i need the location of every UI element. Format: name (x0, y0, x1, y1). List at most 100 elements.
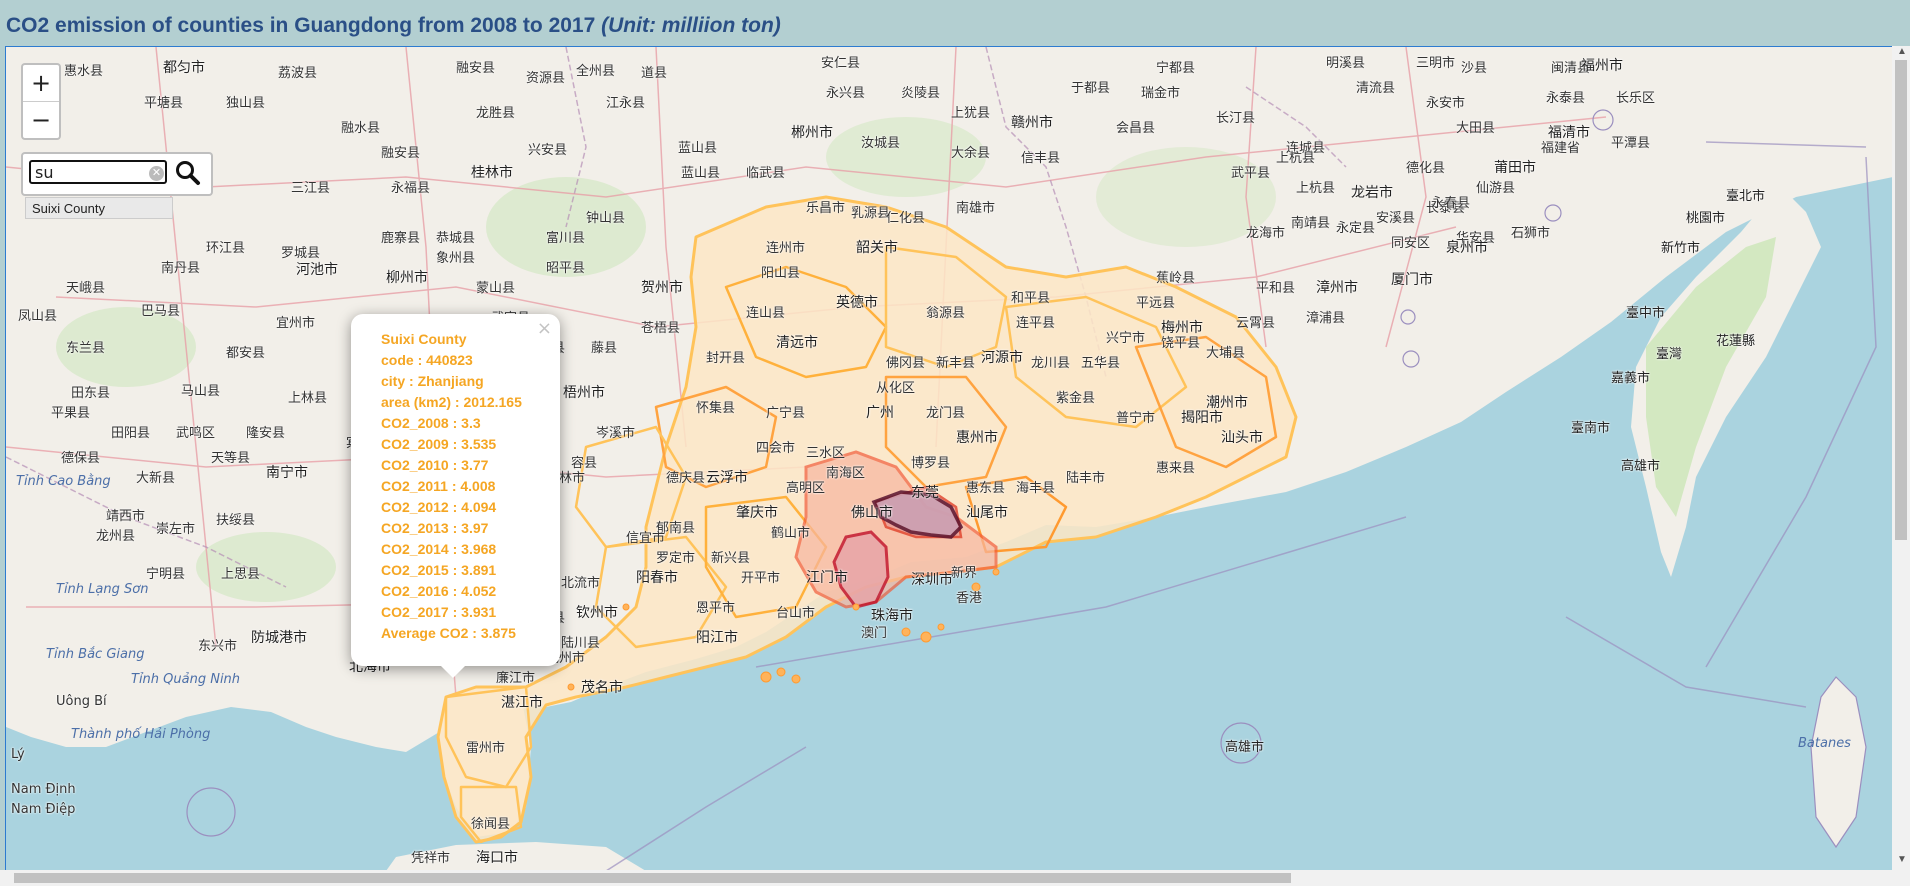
search-suggestion[interactable]: Suixi County (25, 197, 173, 219)
map-label: 岑溪市 (596, 426, 636, 441)
map-label: 鹤山市 (771, 526, 811, 541)
hainan-island (386, 842, 646, 871)
horizontal-scrollbar[interactable] (0, 870, 1910, 886)
map-label: 平果县 (51, 406, 91, 421)
map-label: 臺灣 (1656, 347, 1683, 362)
map-label: 潮州市 (1206, 395, 1248, 411)
forest-patch (56, 307, 196, 387)
map-label: 嘉義市 (1611, 371, 1651, 386)
map-view[interactable]: 都匀市 惠水县 平塘县 独山县 荔波县 融水县 融安县 龙胜县 桂林市 兴安县 … (5, 46, 1894, 872)
map-label: 罗定市 (656, 551, 696, 566)
map-label: 花蓮縣 (1716, 334, 1756, 349)
map-label: 东兴市 (198, 639, 238, 654)
map-label: 上思县 (221, 567, 261, 582)
popup-row: code : 440823 (381, 352, 473, 368)
map-label: Nam Điệp (11, 802, 76, 817)
map-label: 蕉岭县 (1156, 271, 1196, 286)
map-label: 靖西市 (106, 509, 146, 524)
map-label: 新竹市 (1661, 241, 1701, 256)
scroll-up-icon[interactable]: ▲ (1897, 46, 1907, 57)
popup-row: CO2_2012 : 4.094 (381, 499, 497, 515)
map-label: 恭城县 (436, 231, 476, 246)
map-label: 莆田市 (1494, 160, 1536, 176)
map-label: 三江县 (291, 181, 331, 196)
map-label: 融安县 (381, 146, 421, 161)
map-label: 阳山县 (761, 266, 801, 281)
map-label: 上杭县 (1276, 151, 1316, 166)
vertical-scroll-thumb[interactable] (1895, 60, 1907, 540)
map-label: 蓝山县 (678, 141, 718, 156)
map-label: 天等县 (211, 451, 251, 466)
map-label: 龙州县 (96, 529, 136, 544)
map-label: Tỉnh Bắc Giang (46, 647, 145, 662)
map-label: 都安县 (226, 346, 266, 361)
map-label: 沙县 (1461, 61, 1488, 76)
zoom-in-button[interactable]: + (23, 65, 59, 102)
map-label: 北流市 (561, 576, 601, 591)
scroll-down-icon[interactable]: ▼ (1897, 854, 1907, 865)
map-label: 连州市 (766, 241, 806, 256)
map-label: 五华县 (1081, 356, 1121, 371)
search-input[interactable] (29, 160, 167, 184)
vertical-scrollbar[interactable]: ▲ ▼ (1892, 46, 1910, 870)
map-label: 会昌县 (1116, 121, 1156, 136)
map-label: 四会市 (756, 441, 796, 456)
map-label: 英德市 (836, 295, 878, 311)
forest-patch (1096, 147, 1276, 247)
map-label: 翁源县 (926, 306, 966, 321)
search-icon[interactable] (173, 158, 203, 188)
popup-row: CO2_2014 : 3.968 (381, 541, 497, 557)
map-label: 乳源县 (851, 206, 891, 221)
map-label: 龙门县 (926, 406, 966, 421)
title-unit: (Unit: milliion ton) (601, 14, 781, 37)
map-label: 连平县 (1016, 316, 1056, 331)
map-label: 信宜市 (626, 531, 666, 546)
map-label: 瑞金市 (1141, 86, 1181, 101)
map-label: 臺南市 (1571, 421, 1611, 436)
map-label: Lý (11, 747, 25, 762)
map-label: 罗城县 (281, 246, 321, 261)
popup-content: Suixi County code : 440823 city : Zhanji… (381, 329, 522, 644)
map-label: 安溪县 (1376, 211, 1416, 226)
map-label: 道县 (641, 66, 668, 81)
map-label: Tỉnh Quảng Ninh (131, 672, 241, 687)
clear-search-icon[interactable]: ✕ (149, 166, 164, 181)
red-county-outline (832, 530, 890, 609)
map-label: 江永县 (606, 96, 646, 111)
forest-patch (196, 532, 336, 602)
map-label: 融安县 (456, 61, 496, 76)
horizontal-scroll-thumb[interactable] (14, 873, 1291, 883)
map-label: 惠水县 (64, 64, 104, 79)
map-label: 连山县 (746, 306, 786, 321)
map-label: 东兰县 (66, 341, 106, 356)
map-label: 华安县 (1456, 231, 1496, 246)
map-label: 桂林市 (471, 165, 513, 181)
map-label: 融水县 (341, 121, 381, 136)
map-label: 桃園市 (1686, 211, 1726, 226)
map-label: 乐昌市 (806, 201, 846, 216)
page-title: CO2 emission of counties in Guangdong fr… (6, 14, 781, 38)
map-label: 永福县 (391, 181, 431, 196)
map-label: 临武县 (746, 166, 786, 181)
map-label: 河源市 (981, 350, 1023, 366)
map-label: 高雄市 (1621, 459, 1661, 474)
map-label: 平塘县 (144, 96, 184, 111)
map-label: 同安区 (1391, 236, 1431, 251)
map-label: 廉江市 (496, 671, 536, 686)
popup-row: CO2_2015 : 3.891 (381, 562, 497, 578)
map-label: Nam Định (11, 782, 76, 797)
map-label: 荔波县 (278, 66, 318, 81)
map-label: 香港 (956, 591, 983, 606)
map-label: 龙川县 (1031, 356, 1071, 371)
map-label: 德保县 (61, 451, 101, 466)
map-label: 福清市 (1548, 125, 1590, 141)
map-label: 河池市 (296, 262, 338, 278)
map-label: 永春县 (1431, 196, 1471, 211)
zoom-out-button[interactable]: − (30, 106, 52, 134)
map-label: 新兴县 (711, 551, 751, 566)
map-label: 高雄市 (1225, 740, 1265, 755)
map-label: 上林县 (288, 391, 328, 406)
popup-close-button[interactable]: × (536, 318, 552, 339)
selected-county-outline (871, 490, 964, 539)
map-label: 蒙山县 (476, 281, 516, 296)
